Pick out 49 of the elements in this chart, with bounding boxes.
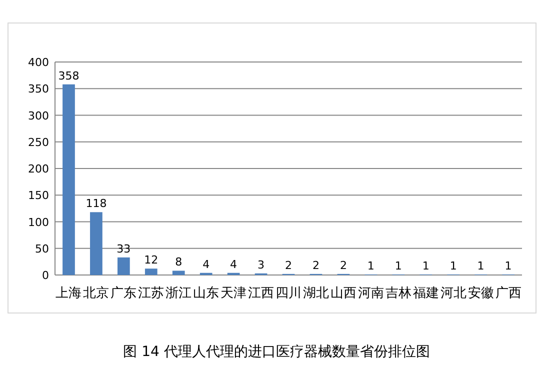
data-label: 12: [144, 254, 158, 267]
y-tick-label: 50: [35, 242, 49, 256]
data-label: 3: [258, 258, 265, 272]
x-tick-label: 安徽: [468, 285, 494, 301]
y-tick-label: 350: [28, 82, 49, 96]
y-tick-label: 250: [28, 136, 49, 149]
y-tick-label: 400: [28, 56, 49, 69]
data-label: 8: [175, 256, 182, 269]
x-tick-label: 四川: [276, 286, 302, 301]
x-tick-label: 福建: [412, 286, 439, 301]
x-tick-label: 广东: [110, 286, 137, 301]
y-tick-label: 300: [28, 109, 49, 122]
bar: [90, 212, 102, 275]
x-tick-label: 河南: [358, 286, 384, 301]
x-tick-label: 天津: [220, 286, 247, 301]
x-tick-label: 北京: [83, 286, 110, 301]
x-tick-label: 浙江: [166, 286, 192, 301]
data-label: 1: [394, 259, 402, 272]
y-tick-label: 200: [28, 162, 49, 176]
text: 图 14 代理人代理的进口医疗器械数量省份排位图: [123, 344, 430, 360]
x-tick-label: 广西: [495, 286, 522, 301]
x-tick-label: 河北: [440, 286, 466, 301]
data-label: 33: [116, 242, 131, 256]
data-label: 1: [477, 259, 484, 272]
y-tick-label: 150: [28, 189, 49, 202]
data-label: 1: [450, 259, 457, 272]
bar: [62, 84, 75, 275]
bar: [117, 257, 130, 275]
y-tick-label: 0: [42, 269, 49, 282]
y-tick-label: 100: [28, 216, 49, 229]
data-label: 4: [230, 258, 238, 271]
x-tick-label: 湖北: [302, 286, 329, 301]
data-label: 118: [86, 197, 107, 210]
x-tick-label: 吉林: [385, 286, 412, 301]
bar: [172, 270, 185, 275]
bar: [144, 268, 158, 275]
x-tick-label: 上海: [56, 286, 82, 301]
data-label: 2: [340, 258, 347, 272]
x-tick-label: 山东: [193, 286, 220, 301]
data-label: 1: [504, 259, 512, 272]
data-label: 1: [422, 259, 430, 272]
data-label: 4: [202, 258, 210, 271]
x-tick-label: 江西: [248, 286, 274, 301]
x-tick-label: 山西: [330, 286, 356, 301]
data-label: 2: [312, 258, 320, 272]
x-tick-label: 江苏: [138, 286, 164, 301]
data-label: 1: [367, 259, 374, 272]
data-label: 2: [285, 258, 292, 272]
data-label: 358: [58, 69, 80, 82]
